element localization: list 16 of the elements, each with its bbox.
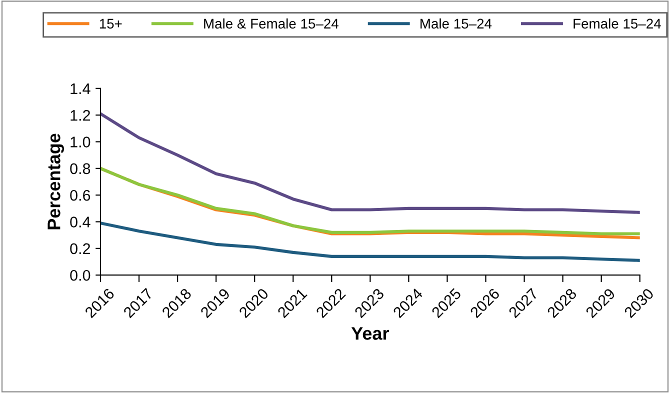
y-tick-label: 1.2 — [70, 110, 90, 121]
y-tick-label: 1.0 — [70, 136, 90, 148]
legend-label: 15+ — [100, 18, 122, 29]
legend-label: Female 15–24 — [574, 18, 661, 29]
legend-label: Male & Female 15–24 — [204, 18, 338, 29]
line-series — [100, 222, 640, 262]
y-tick-label: 0.8 — [70, 163, 90, 174]
legend-label: Male 15–24 — [420, 18, 492, 29]
y-axis-title: Percentage — [48, 134, 64, 230]
y-tick-label: 0.6 — [70, 190, 90, 201]
y-tick-label: 0.2 — [70, 243, 90, 254]
y-tick-label: 0.0 — [70, 270, 90, 281]
y-tick-label: 0.4 — [70, 216, 90, 228]
y-tick-label: 1.4 — [70, 83, 90, 94]
line-series — [100, 112, 640, 214]
x-axis-title: Year — [351, 327, 389, 340]
